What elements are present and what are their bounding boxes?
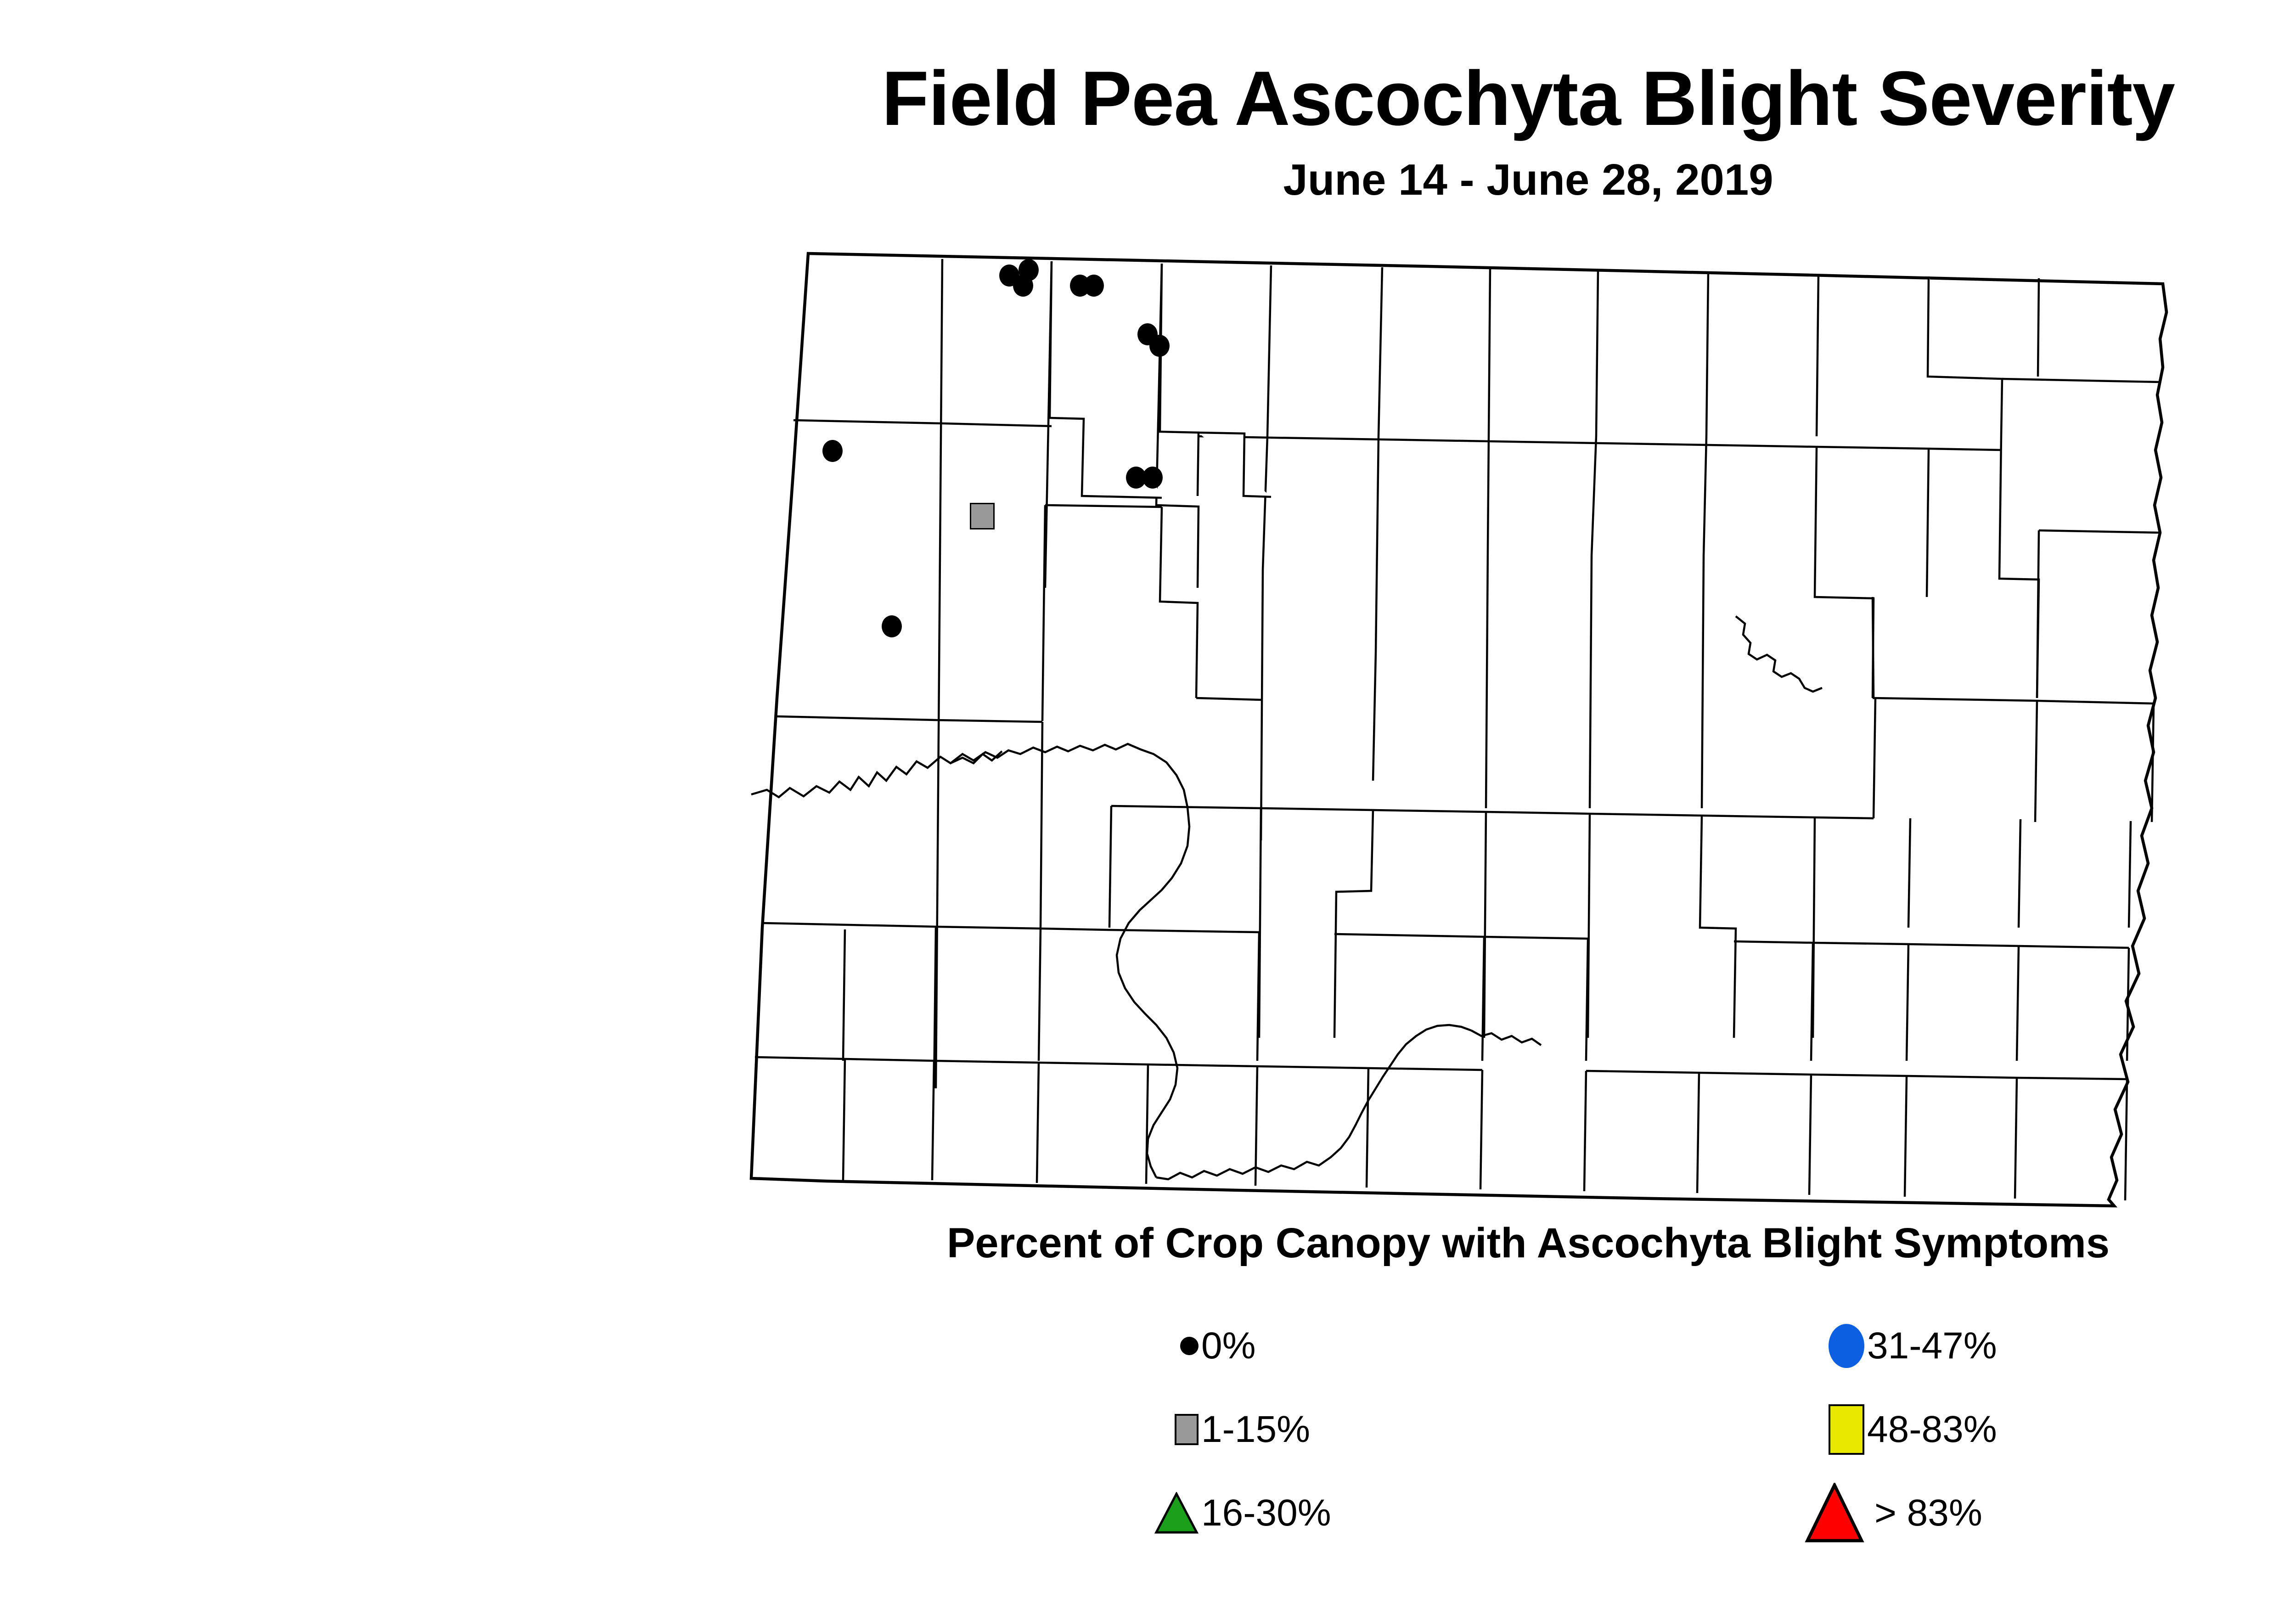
legend-item-48-83pct[interactable]: 48-83% <box>1805 1388 2241 1471</box>
legend-heading: Percent of Crop Canopy with Ascochyta Bl… <box>946 1220 2110 1267</box>
legend-item-over-83pct[interactable]: > 83% <box>1805 1471 2241 1555</box>
map-marker-0pct[interactable] <box>882 615 902 637</box>
map-marker-0pct[interactable] <box>822 440 843 462</box>
legend-label-48-83pct: 48-83% <box>1867 1408 1997 1450</box>
yellow-square-icon <box>1805 1404 1864 1455</box>
blue-circle-icon <box>1805 1324 1864 1368</box>
legend-label-16-30pct: 16-30% <box>1201 1492 1331 1534</box>
legend: 0% 31-47% 1-15% 48-83% <box>1139 1304 2241 1555</box>
legend-label-1-15pct: 1-15% <box>1201 1408 1311 1450</box>
map-marker-0pct[interactable] <box>1142 467 1163 489</box>
map-marker-0pct[interactable] <box>1084 275 1104 297</box>
legend-label-0pct: 0% <box>1201 1325 1256 1367</box>
map-marker-1-15pct[interactable] <box>970 503 995 529</box>
green-triangle-icon <box>1139 1492 1199 1534</box>
black-dot-icon <box>1139 1337 1199 1355</box>
page-title: Field Pea Ascochyta Blight Severity <box>882 55 2175 141</box>
map-svg <box>749 252 2168 1208</box>
legend-item-0pct[interactable]: 0% <box>1139 1304 1575 1388</box>
north-dakota-map <box>735 239 2296 1217</box>
title-block: Field Pea Ascochyta Blight Severity June… <box>0 60 2296 202</box>
legend-item-31-47pct[interactable]: 31-47% <box>1805 1304 2241 1388</box>
map-marker-0pct[interactable] <box>1149 335 1170 357</box>
gray-square-icon <box>1139 1414 1199 1445</box>
legend-label-over-83pct: > 83% <box>1874 1492 1982 1534</box>
legend-item-16-30pct[interactable]: 16-30% <box>1139 1471 1575 1555</box>
county-boundaries <box>749 252 2168 1208</box>
legend-label-31-47pct: 31-47% <box>1867 1325 1997 1367</box>
legend-item-1-15pct[interactable]: 1-15% <box>1139 1388 1575 1471</box>
red-triangle-icon <box>1805 1483 1864 1543</box>
map-marker-0pct[interactable] <box>1013 275 1033 297</box>
page-subtitle: June 14 - June 28, 2019 <box>1283 155 1773 204</box>
